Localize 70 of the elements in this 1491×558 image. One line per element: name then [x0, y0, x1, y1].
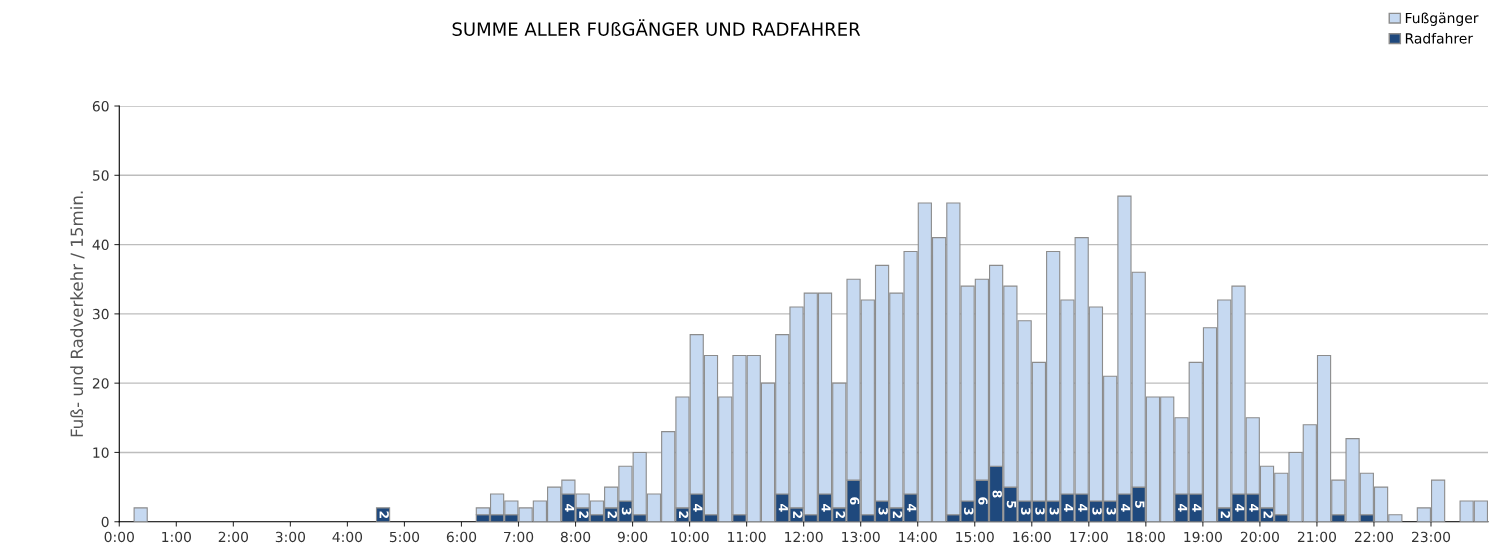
- data-label: 5: [1006, 501, 1017, 508]
- data-label: 2: [679, 511, 689, 519]
- data-label: 4: [1178, 504, 1188, 512]
- x-tick-label: 17:00: [1070, 531, 1108, 543]
- y-tick-label: 0: [101, 516, 109, 528]
- data-label: 4: [1078, 504, 1088, 512]
- data-label: 3: [1092, 507, 1102, 515]
- x-tick-label: 3:00: [275, 531, 306, 543]
- x-tick-label: 4:00: [332, 531, 363, 543]
- data-label: 2: [793, 511, 803, 519]
- x-tick-label: 18:00: [1127, 531, 1165, 543]
- data-label: 4: [821, 504, 831, 512]
- data-label: 4: [1121, 504, 1131, 512]
- data-label: 3: [878, 507, 888, 515]
- x-tick-label: 21:00: [1297, 531, 1337, 543]
- data-label: 6: [849, 497, 860, 505]
- data-label: 3: [1021, 507, 1031, 515]
- data-label: 3: [963, 507, 974, 515]
- data-label: 8: [992, 490, 1002, 498]
- x-tick-label: 7:00: [504, 531, 534, 543]
- data-label: 2: [892, 511, 903, 519]
- x-tick-label: 0:00: [104, 531, 134, 543]
- x-tick-label: 20:00: [1240, 531, 1279, 543]
- legend-label: Radfahrer: [1405, 32, 1474, 44]
- x-tick-label: 23:00: [1411, 531, 1451, 543]
- x-tick-label: 16:00: [1013, 531, 1051, 543]
- bar: [133, 507, 148, 522]
- y-tick-label: 50: [92, 170, 109, 181]
- x-tick-label: 9:00: [617, 531, 648, 543]
- y-axis-title: Fuß- und Radverkehr / 15min.: [70, 191, 85, 437]
- y-tick-label: 40: [92, 239, 109, 251]
- y-tick-label: 30: [92, 308, 109, 320]
- data-label: 2: [835, 511, 846, 519]
- x-tick-label: 12:00: [785, 531, 823, 543]
- x-tick-label: 13:00: [842, 531, 880, 543]
- data-label: 4: [1063, 504, 1074, 512]
- x-tick-label: 6:00: [446, 531, 477, 543]
- x-tick-label: 19:00: [1184, 531, 1222, 543]
- x-tick-label: 11:00: [728, 531, 766, 543]
- x-tick-label: 22:00: [1354, 531, 1394, 543]
- data-label: 3: [1049, 507, 1059, 515]
- data-label: 3: [1106, 507, 1117, 515]
- data-label: 3: [621, 507, 632, 515]
- x-tick-label: 10:00: [671, 531, 709, 543]
- x-tick-label: 1:00: [162, 531, 191, 543]
- data-label: 2: [1263, 511, 1273, 519]
- data-label: 4: [1235, 504, 1245, 512]
- data-label: 4: [693, 504, 703, 512]
- data-label: 2: [607, 511, 617, 519]
- x-tick-label: 14:00: [899, 531, 937, 543]
- data-label: 2: [379, 511, 389, 519]
- data-label: 3: [1035, 507, 1045, 515]
- y-tick-label: 10: [93, 447, 109, 458]
- data-label: 4: [907, 504, 917, 512]
- data-label: 4: [1192, 504, 1202, 512]
- chart-title: SUMME ALLER FUßGÄNGER UND RADFAHRER: [452, 19, 861, 36]
- data-label: 4: [1249, 504, 1259, 512]
- data-label: 5: [1135, 501, 1145, 508]
- x-tick-label: 2:00: [218, 531, 249, 543]
- x-tick-label: 15:00: [956, 531, 994, 543]
- y-tick-label: 60: [92, 100, 109, 112]
- x-tick-label: 5:00: [389, 531, 420, 543]
- y-tick-label: 20: [92, 378, 109, 389]
- data-label: 2: [1220, 511, 1231, 519]
- data-label: 4: [564, 504, 575, 512]
- data-label: 2: [579, 511, 589, 519]
- legend-label: Fußgänger: [1405, 12, 1479, 26]
- data-label: 6: [978, 497, 988, 505]
- data-label: 4: [778, 504, 788, 512]
- x-tick-label: 8:00: [560, 531, 591, 543]
